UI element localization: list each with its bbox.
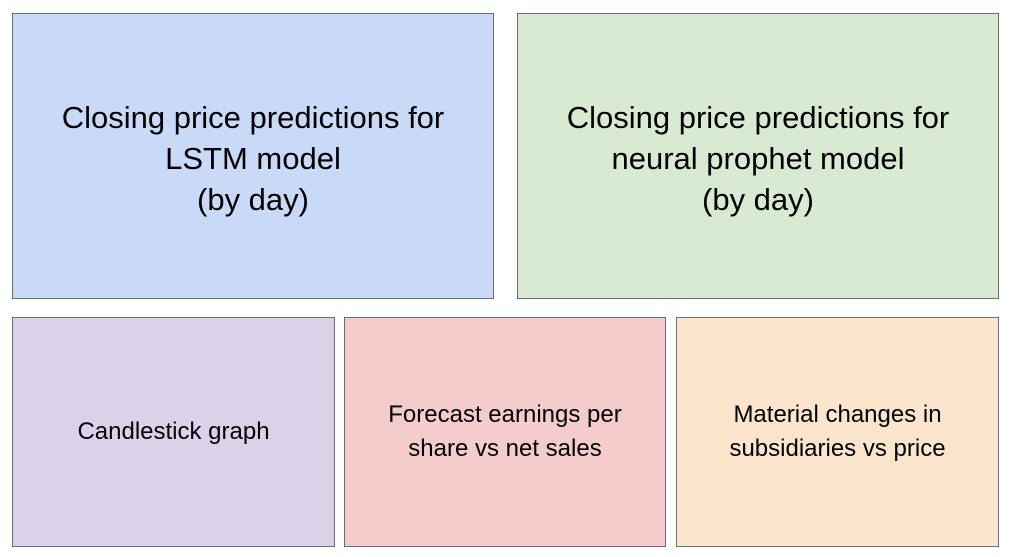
- neural-prophet-predictions-label: Closing price predictions for neural pro…: [566, 99, 950, 217]
- eps-vs-net-sales-panel: Forecast earnings per share vs net sales: [344, 317, 666, 547]
- lstm-predictions-label: Closing price predictions for LSTM model…: [61, 99, 445, 217]
- neural-prophet-predictions-panel: Closing price predictions for neural pro…: [517, 13, 999, 299]
- candlestick-graph-panel: Candlestick graph: [12, 317, 335, 547]
- candlestick-graph-label: Candlestick graph: [77, 418, 270, 445]
- lstm-predictions-panel: Closing price predictions for LSTM model…: [12, 13, 494, 299]
- subsidiaries-vs-price-label: Material changes in subsidiaries vs pric…: [729, 401, 946, 462]
- eps-vs-net-sales-label: Forecast earnings per share vs net sales: [388, 401, 622, 462]
- subsidiaries-vs-price-panel: Material changes in subsidiaries vs pric…: [676, 317, 999, 547]
